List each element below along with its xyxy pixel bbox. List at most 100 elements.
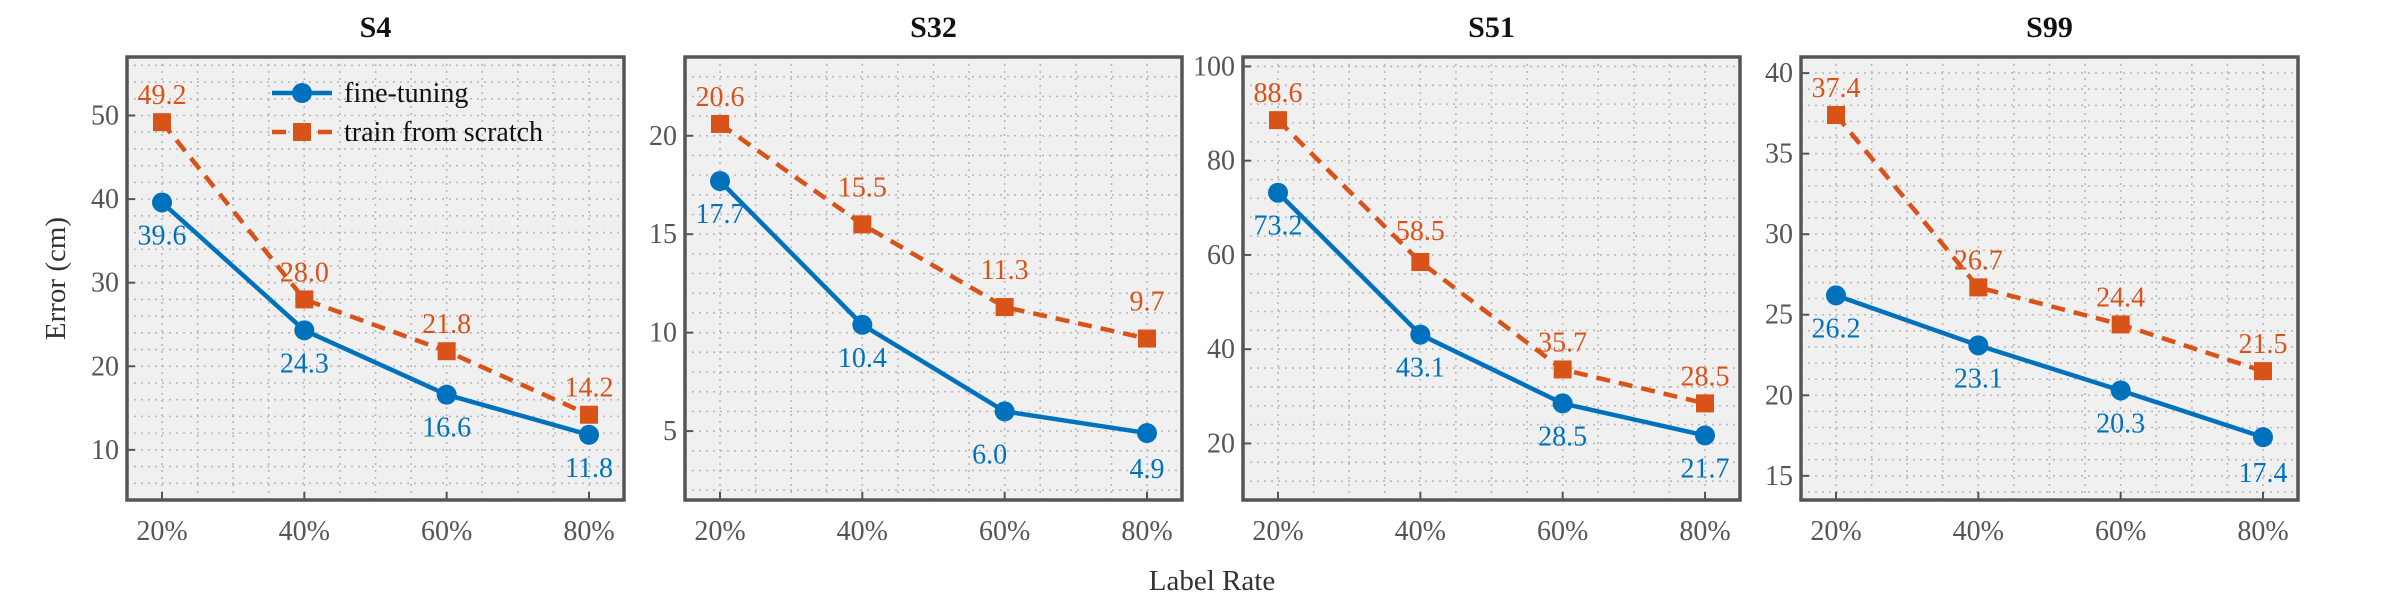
train-from-scratch-marker xyxy=(995,298,1014,317)
legend-marker-fine-tuning xyxy=(292,83,312,103)
train-from-scratch-line xyxy=(160,120,590,417)
fine-tuning-marker xyxy=(579,424,599,445)
y-tick-label: 20 xyxy=(1207,428,1235,459)
x-tick-label: 40% xyxy=(279,516,330,547)
train-from-scratch-marker xyxy=(1827,105,1845,124)
plot-background xyxy=(1243,57,1740,500)
data-label: 20.3 xyxy=(2096,408,2145,439)
data-label: 20.6 xyxy=(696,82,745,113)
train-from-scratch-marker xyxy=(580,405,598,424)
data-label: 10.4 xyxy=(838,343,887,374)
fine-tuning-marker xyxy=(294,320,315,341)
x-tick-label: 20% xyxy=(1810,516,1861,547)
train-from-scratch-marker xyxy=(2254,362,2272,381)
x-tick-label: 80% xyxy=(1121,516,1172,547)
train-from-scratch-marker xyxy=(437,342,456,361)
panel-title: S4 xyxy=(360,11,392,44)
fine-tuning-marker xyxy=(1137,423,1157,444)
legend: fine-tuning train from scratch xyxy=(272,78,543,148)
legend-label: fine-tuning xyxy=(344,78,468,109)
panel-title: S51 xyxy=(1468,11,1515,44)
y-tick-label: 15 xyxy=(1765,461,1793,492)
data-label: 28.0 xyxy=(280,257,329,288)
x-tick-label: 80% xyxy=(2237,516,2288,547)
x-tick-label: 60% xyxy=(421,516,472,547)
data-label: 37.4 xyxy=(1812,73,1861,104)
panel-s32: S32 5 10 15 20 20% 40% 60% 80% 20.6 15.5 11.3 9.7 17.… xyxy=(649,11,1184,547)
y-tick-label: 30 xyxy=(91,268,119,299)
fine-tuning-line xyxy=(1276,191,1706,438)
data-label: 43.1 xyxy=(1396,353,1445,384)
y-tick-label: 50 xyxy=(91,101,119,132)
y-tick-label: 15 xyxy=(649,219,677,250)
x-tick-label: 40% xyxy=(1953,516,2004,547)
axes-frame xyxy=(683,55,1184,502)
train-from-scratch-line xyxy=(1276,118,1706,406)
y-tick-label: 5 xyxy=(663,416,677,447)
train-from-scratch-marker xyxy=(295,290,314,309)
data-label: 73.2 xyxy=(1254,211,1303,242)
train-from-scratch-marker xyxy=(153,113,171,132)
fine-tuning-marker xyxy=(1552,393,1573,414)
x-tick-label: 20% xyxy=(1252,516,1303,547)
x-tick-label: 80% xyxy=(1679,516,1730,547)
data-label: 26.2 xyxy=(1812,313,1861,344)
plot-background xyxy=(127,57,624,500)
train-from-scratch-marker xyxy=(1138,329,1156,348)
fine-tuning-marker xyxy=(1968,335,1989,356)
data-label: 39.6 xyxy=(138,220,187,251)
train-from-scratch-marker xyxy=(853,215,872,234)
x-tick-label: 20% xyxy=(694,516,745,547)
fine-tuning-marker xyxy=(436,384,457,405)
train-from-scratch-marker xyxy=(1696,394,1714,413)
x-tick-label: 60% xyxy=(979,516,1030,547)
grid xyxy=(685,57,1182,500)
data-label: 28.5 xyxy=(1681,361,1730,392)
x-axis-label: Label Rate xyxy=(1149,565,1275,597)
train-from-scratch-marker xyxy=(1411,253,1430,272)
fine-tuning-marker xyxy=(2110,380,2131,401)
plot-background xyxy=(685,57,1182,500)
train-from-scratch-line xyxy=(1834,113,2264,374)
axes-frame xyxy=(1241,55,1742,502)
y-axis-label: Error (cm) xyxy=(40,217,72,340)
legend-marker-train-from-scratch xyxy=(293,123,311,141)
data-label: 21.5 xyxy=(2239,329,2288,360)
y-tick-label: 25 xyxy=(1765,300,1793,331)
data-label: 9.7 xyxy=(1130,287,1165,318)
y-tick-label: 100 xyxy=(1193,51,1235,82)
data-label: 28.5 xyxy=(1538,421,1587,452)
y-tick-label: 30 xyxy=(1765,219,1793,250)
x-tick-label: 60% xyxy=(1537,516,1588,547)
y-tick-label: 10 xyxy=(91,435,119,466)
data-label: 11.3 xyxy=(981,255,1029,286)
fine-tuning-marker xyxy=(152,192,172,213)
panel-title: S99 xyxy=(2026,11,2073,44)
data-label: 23.1 xyxy=(1954,363,2003,394)
y-tick-label: 20 xyxy=(91,351,119,382)
data-label: 49.2 xyxy=(138,80,187,111)
x-tick-label: 40% xyxy=(1395,516,1446,547)
train-from-scratch-marker xyxy=(1969,278,1988,297)
data-label: 15.5 xyxy=(838,172,887,203)
y-tick-label: 40 xyxy=(91,184,119,215)
fine-tuning-marker xyxy=(2253,427,2273,448)
train-from-scratch-marker xyxy=(1553,360,1572,379)
y-tick-label: 80 xyxy=(1207,146,1235,177)
x-tick-label: 60% xyxy=(2095,516,2146,547)
train-from-scratch-marker xyxy=(711,114,729,133)
data-label: 35.7 xyxy=(1538,327,1587,358)
fine-tuning-marker xyxy=(1695,425,1715,446)
fine-tuning-line xyxy=(718,179,1148,436)
fine-tuning-marker xyxy=(1268,182,1288,203)
grid xyxy=(1801,57,2298,500)
axes-frame xyxy=(1799,55,2300,502)
panel-s99: S99 15 20 25 30 35 40 20% 40% 60% 80% 37.4 26.7 24.4 2… xyxy=(1765,11,2300,547)
train-from-scratch-line xyxy=(718,122,1148,341)
x-tick-label: 80% xyxy=(563,516,614,547)
x-tick-label: 20% xyxy=(136,516,187,547)
plot-background xyxy=(1801,57,2298,500)
panel-s4: S4 10 20 30 40 50 20% 40% 60% 80% Error (cm) 49.2 28… xyxy=(40,11,626,547)
y-tick-label: 20 xyxy=(649,121,677,152)
